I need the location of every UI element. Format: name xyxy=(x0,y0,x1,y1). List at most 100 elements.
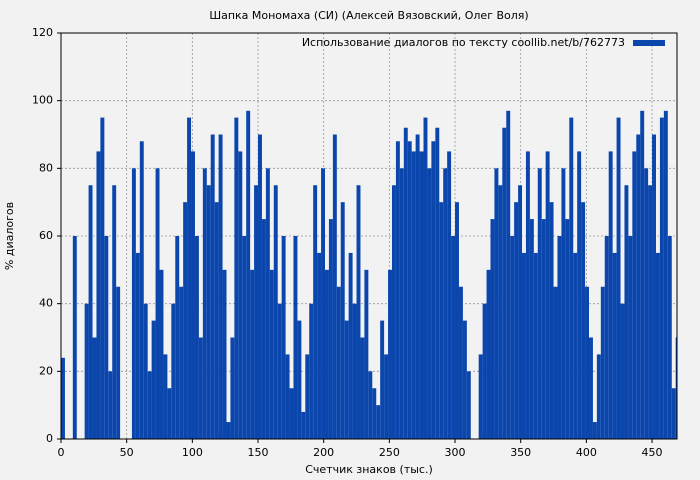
legend-label: Использование диалогов по тексту coollib… xyxy=(302,36,625,49)
bar xyxy=(234,117,239,439)
bar xyxy=(305,354,310,439)
bar xyxy=(293,236,298,439)
bar xyxy=(415,134,420,439)
bar xyxy=(537,168,542,440)
bar xyxy=(447,151,452,439)
bar xyxy=(344,320,349,439)
bar xyxy=(72,236,77,439)
bar xyxy=(210,134,215,439)
bar xyxy=(482,303,487,439)
bar xyxy=(281,236,286,439)
bar xyxy=(427,168,432,440)
bar xyxy=(529,219,534,439)
bar xyxy=(644,168,649,440)
bar xyxy=(265,168,270,440)
bar xyxy=(671,388,676,439)
bar xyxy=(191,151,195,439)
y-tick-label: 20 xyxy=(39,364,53,377)
bar xyxy=(522,252,526,439)
bar xyxy=(151,320,156,439)
bar xyxy=(600,286,605,439)
bar xyxy=(84,303,89,439)
bar xyxy=(545,151,550,439)
bar xyxy=(376,405,381,439)
bar xyxy=(131,168,136,440)
bar xyxy=(443,168,448,440)
x-tick-label: 200 xyxy=(313,446,334,459)
bar xyxy=(391,185,396,439)
bar xyxy=(498,185,503,439)
bar xyxy=(557,236,562,439)
bar xyxy=(179,286,184,439)
bar xyxy=(214,202,219,439)
chart-title: Шапка Мономаха (СИ) (Алексей Вязовский, … xyxy=(209,9,528,22)
bar xyxy=(187,117,192,439)
bar xyxy=(297,320,302,439)
x-tick-label: 150 xyxy=(248,446,269,459)
bar xyxy=(108,371,113,439)
y-tick-label: 80 xyxy=(39,161,53,174)
bar xyxy=(183,202,188,439)
y-tick-label: 0 xyxy=(46,432,53,445)
x-tick-label: 400 xyxy=(576,446,597,459)
x-tick-label: 300 xyxy=(445,446,466,459)
bar xyxy=(372,388,377,439)
x-tick-label: 0 xyxy=(58,446,65,459)
bar xyxy=(167,388,172,439)
bar xyxy=(336,286,341,439)
bar xyxy=(159,269,164,439)
bar xyxy=(289,388,294,439)
bar xyxy=(352,303,357,439)
bar xyxy=(218,134,223,439)
bar xyxy=(518,185,523,439)
bar xyxy=(301,411,306,439)
bar xyxy=(226,422,231,439)
bar xyxy=(604,236,609,439)
bar xyxy=(222,269,227,439)
bar xyxy=(104,236,109,439)
bar xyxy=(549,202,554,439)
x-tick-label: 250 xyxy=(379,446,400,459)
bar xyxy=(455,202,459,439)
bar xyxy=(202,168,207,440)
bar xyxy=(356,185,361,439)
bar xyxy=(458,286,463,439)
bar xyxy=(194,236,199,439)
bar xyxy=(96,151,101,439)
bar xyxy=(317,252,322,439)
bar xyxy=(490,219,495,439)
bar xyxy=(577,151,582,439)
bar xyxy=(596,354,601,439)
bar xyxy=(135,252,140,439)
bar xyxy=(419,151,424,439)
bar xyxy=(510,236,515,439)
bar xyxy=(100,117,105,439)
bar xyxy=(439,202,444,439)
bar xyxy=(399,168,404,440)
bar xyxy=(88,185,93,439)
x-tick-label: 350 xyxy=(510,446,531,459)
bar xyxy=(285,354,290,439)
bar xyxy=(309,303,314,439)
bar xyxy=(612,252,617,439)
bar xyxy=(636,134,641,439)
bar xyxy=(143,303,148,439)
legend-swatch xyxy=(633,40,665,46)
bar xyxy=(565,219,570,439)
bar xyxy=(384,354,389,439)
x-tick-label: 100 xyxy=(182,446,203,459)
bar xyxy=(466,371,471,439)
bar xyxy=(171,303,176,439)
bar xyxy=(206,185,211,439)
bar xyxy=(502,127,507,439)
bar xyxy=(61,357,65,439)
bar xyxy=(411,151,416,439)
bar xyxy=(250,269,255,439)
y-tick-label: 40 xyxy=(39,297,53,310)
bar xyxy=(608,151,613,439)
bar xyxy=(620,303,625,439)
x-tick-label: 450 xyxy=(642,446,663,459)
bar xyxy=(624,185,629,439)
plot-frame xyxy=(60,32,678,440)
bar xyxy=(655,252,660,439)
